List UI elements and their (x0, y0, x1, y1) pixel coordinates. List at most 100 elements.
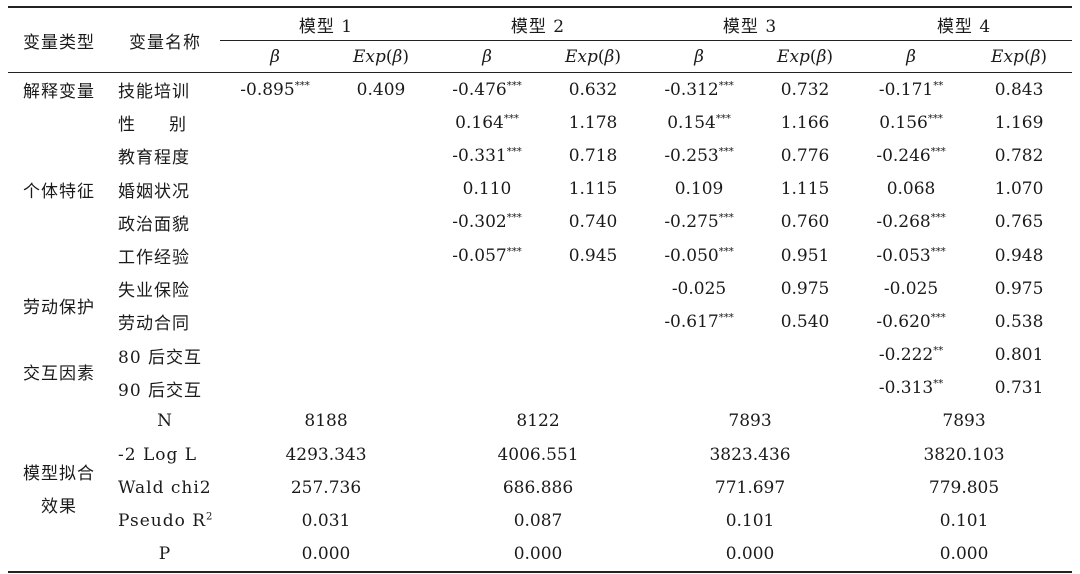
fit-value: 0.101 (939, 511, 989, 532)
beta-value: -0.053*** (876, 245, 946, 266)
fit-stat-name: Wald chi2 (118, 477, 212, 498)
exp-beta-value (330, 305, 432, 338)
fit-value: 771.697 (714, 477, 786, 498)
beta-value: 0.068 (886, 179, 936, 200)
fit-row: Wald chi2 257.736 686.886 771.697 779.805 (8, 471, 1072, 504)
beta-value: -0.253*** (664, 145, 734, 166)
exp-beta-value: 1.115 (780, 179, 830, 200)
exp-beta-value (330, 206, 432, 239)
beta-value: -0.620*** (876, 311, 946, 332)
exp-beta-value (754, 339, 856, 372)
exp-beta-value: 0.740 (568, 212, 618, 233)
beta-value: -0.312*** (664, 79, 734, 100)
header-beta-3: β (644, 40, 755, 73)
beta-value: -0.275*** (664, 212, 734, 233)
header-beta-2: β (432, 40, 543, 73)
beta-value (220, 139, 330, 172)
fit-row: Pseudo R2 0.031 0.087 0.101 0.101 (8, 504, 1072, 537)
beta-value: -0.895*** (240, 79, 310, 100)
fit-value: 0.031 (301, 511, 351, 532)
fit-stat-name: Pseudo R2 (118, 511, 214, 532)
header-model-4: 模型 4 (856, 7, 1073, 41)
variable-name: 80 后交互 (118, 347, 203, 368)
exp-beta-value (330, 139, 432, 172)
exp-beta-value: 0.732 (780, 79, 830, 100)
exp-beta-value: 0.538 (994, 311, 1044, 332)
exp-beta-value: 0.760 (780, 212, 830, 233)
variable-name: 婚姻状况 (118, 181, 190, 202)
table-row: 劳动合同 -0.617*** 0.540 -0.620*** 0.538 (8, 305, 1072, 338)
exp-beta-value: 0.948 (994, 245, 1044, 266)
table-row: 劳动保护 失业保险 -0.025 0.975 -0.025 0.975 (8, 272, 1072, 318)
fit-value: 686.886 (502, 477, 574, 498)
beta-value (220, 272, 330, 305)
beta-value (220, 106, 330, 139)
variable-name: 教育程度 (118, 148, 190, 169)
category-cell: 个体特征 (23, 181, 95, 202)
header-exp-3: Exp(β) (754, 40, 857, 73)
exp-beta-value: 0.632 (568, 79, 618, 100)
header-beta-1: β (220, 40, 330, 73)
fit-row: P 0.000 0.000 0.000 0.000 (8, 538, 1072, 572)
table-row: 教育程度 -0.331*** 0.718 -0.253*** 0.776 -0.246**… (8, 139, 1072, 172)
beta-value: -0.050*** (664, 245, 734, 266)
exp-beta-value (330, 372, 432, 405)
exp-beta-value: 0.776 (780, 145, 830, 166)
variable-name: 技能培训 (118, 82, 190, 103)
category-cell: 劳动保护 (23, 297, 95, 318)
header-row-stats: β Exp(β) β Exp(β) β Exp(β) β Exp(β) (8, 40, 1073, 73)
exp-beta-value (330, 239, 432, 272)
table-row: 解释变量 技能培训 -0.895*** 0.409 -0.476*** 0.632 -0.3… (8, 73, 1072, 107)
fit-value: 0.087 (513, 511, 563, 532)
beta-value: 0.109 (674, 179, 724, 200)
variable-name: 失业保险 (118, 281, 190, 302)
table-row: 工作经验 -0.057*** 0.945 -0.050*** 0.951 -0.053**… (8, 239, 1072, 272)
header-exp-4: Exp(β) (966, 40, 1073, 73)
variable-name: 性别 (118, 115, 220, 136)
fit-value: 779.805 (928, 477, 1000, 498)
fit-stat-name: -2 Log L (118, 444, 198, 465)
category-cell: 解释变量 (23, 82, 95, 103)
exp-beta-value: 1.115 (568, 179, 618, 200)
fit-row: -2 Log L 4293.343 4006.551 3823.436 3820.103 (8, 438, 1072, 471)
regression-table: 变量类型 变量名称 模型 1 模型 2 模型 3 模型 4 β Exp(β) β… (8, 6, 1073, 573)
table-row: 个体特征 性别 0.164*** 1.178 0.154*** 1.166 0.156***… (8, 106, 1072, 202)
beta-value: 0.156*** (879, 112, 943, 133)
exp-beta-value (542, 372, 644, 405)
beta-value: -0.617*** (664, 311, 734, 332)
beta-value (220, 305, 330, 338)
fit-value: 3820.103 (923, 444, 1005, 465)
beta-value: -0.171** (878, 79, 944, 100)
table-row: 交互因素 80 后交互 -0.222** 0.801 (8, 339, 1072, 384)
beta-value: -0.025 (883, 278, 939, 299)
beta-value (220, 239, 330, 272)
beta-value: -0.302*** (452, 212, 522, 233)
fit-value: 0.101 (725, 511, 775, 532)
exp-beta-value: 0.951 (780, 245, 830, 266)
header-model-2: 模型 2 (432, 7, 645, 41)
exp-beta-value: 0.540 (780, 311, 830, 332)
beta-value: -0.057*** (452, 245, 522, 266)
exp-beta-value: 0.975 (994, 278, 1044, 299)
fit-value: 0.000 (513, 544, 563, 565)
exp-beta-value (542, 305, 644, 338)
fit-row: 模型拟合 效果 N 8188 8122 7893 7893 (8, 405, 1072, 516)
header-model-1: 模型 1 (220, 7, 433, 41)
beta-value (432, 305, 542, 338)
exp-beta-value (542, 339, 644, 372)
header-category: 变量类型 (8, 7, 110, 73)
variable-name: 工作经验 (118, 248, 190, 269)
category-cell: 交互因素 (23, 364, 95, 385)
fit-value: 4293.343 (285, 444, 367, 465)
exp-beta-value (330, 173, 432, 206)
beta-value (432, 339, 542, 372)
exp-beta-value: 0.765 (994, 212, 1044, 233)
header-exp-2: Exp(β) (542, 40, 645, 73)
exp-beta-value: 1.178 (568, 112, 618, 133)
exp-beta-value (542, 272, 644, 305)
fit-stat-name: P (158, 544, 172, 565)
beta-value (220, 173, 330, 206)
beta-value: 0.154*** (667, 112, 731, 133)
beta-value (220, 206, 330, 239)
beta-value: -0.331*** (452, 145, 522, 166)
